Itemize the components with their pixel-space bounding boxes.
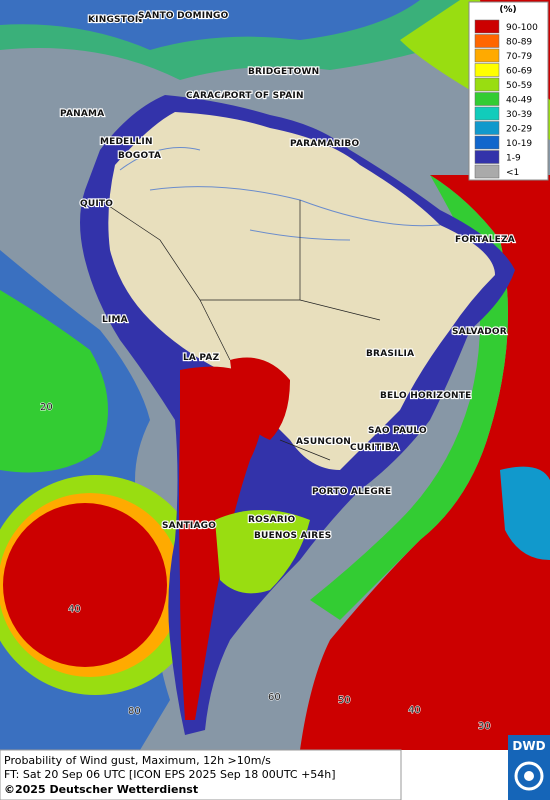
city-label: ASUNCION bbox=[296, 437, 351, 447]
legend-swatch bbox=[474, 121, 500, 135]
city-label: PORTO ALEGRE bbox=[312, 487, 391, 497]
city-label: PORT OF SPAIN bbox=[224, 91, 304, 101]
legend-swatch bbox=[474, 19, 500, 34]
city-label: SAO PAULO bbox=[368, 426, 427, 436]
city-label: SANTO DOMINGO bbox=[138, 11, 229, 21]
legend-label: 70-79 bbox=[506, 52, 532, 62]
legend-swatch bbox=[474, 106, 500, 121]
graticule-label: 50 bbox=[338, 695, 351, 706]
logo-icon bbox=[524, 771, 534, 781]
city-label: CURITIBA bbox=[350, 443, 399, 453]
city-label: SANTIAGO bbox=[162, 521, 216, 531]
legend-label: <1 bbox=[506, 168, 519, 178]
legend-label: 1-9 bbox=[506, 154, 521, 164]
city-label: LA PAZ bbox=[183, 353, 220, 363]
continent bbox=[80, 95, 515, 735]
probability-field bbox=[0, 0, 550, 750]
city-label: BRIDGETOWN bbox=[248, 67, 319, 77]
legend-swatch bbox=[474, 150, 500, 164]
footer-line: ©2025 Deutscher Wetterdienst bbox=[4, 783, 198, 796]
legend-label: 40-49 bbox=[506, 96, 532, 106]
legend-swatch bbox=[474, 164, 500, 179]
legend-label: 90-100 bbox=[506, 23, 538, 33]
logo: DWD bbox=[512, 739, 545, 753]
legend-swatch bbox=[474, 34, 500, 48]
legend-label: 10-19 bbox=[506, 139, 532, 149]
logo-icon bbox=[514, 761, 544, 791]
legend-title: (%) bbox=[499, 5, 516, 15]
legend-swatch bbox=[474, 77, 500, 92]
city-label: LIMA bbox=[102, 315, 128, 325]
city-label: BUENOS AIRES bbox=[254, 531, 331, 541]
graticule-label: 80 bbox=[128, 706, 141, 717]
graticule-label: 30 bbox=[478, 721, 491, 732]
city-label: PARAMARIBO bbox=[290, 139, 359, 149]
legend-swatch bbox=[474, 63, 500, 77]
graticule-label: 40 bbox=[68, 604, 81, 615]
graticule-labels: 20 40 80 60 50 40 30 bbox=[40, 402, 492, 733]
city-label: MEDELLIN bbox=[100, 137, 153, 147]
footer-line: Probability of Wind gust, Maximum, 12h >… bbox=[4, 754, 271, 767]
city-label: BELO HORIZONTE bbox=[380, 391, 471, 401]
city-label: SALVADOR bbox=[452, 327, 507, 337]
city-label: BOGOTA bbox=[118, 151, 161, 161]
city-label: PANAMA bbox=[60, 109, 104, 119]
legend-label: 20-29 bbox=[506, 125, 532, 135]
legend: (%) 90-100 80-89 70-79 60-69 50-59 40-49 30-39… bbox=[468, 1, 549, 181]
graticule-label: 40 bbox=[408, 705, 421, 716]
legend-swatch bbox=[474, 92, 500, 106]
city-label: KINGSTON bbox=[88, 15, 143, 25]
legend-label: 30-39 bbox=[506, 110, 532, 120]
legend-label: 60-69 bbox=[506, 67, 532, 77]
graticule-label: 20 bbox=[40, 402, 53, 413]
city-label: BRASILIA bbox=[366, 349, 414, 359]
city-label: CARACAS bbox=[186, 91, 235, 101]
city-label: QUITO bbox=[80, 199, 113, 209]
footer-line: FT: Sat 20 Sep 06 UTC [ICON EPS 2025 Sep… bbox=[4, 768, 336, 781]
legend-label: 80-89 bbox=[506, 38, 532, 48]
city-label: ROSARIO bbox=[248, 515, 296, 525]
footer-box bbox=[0, 749, 402, 800]
legend-swatch bbox=[474, 135, 500, 150]
legend-label: 50-59 bbox=[506, 81, 532, 91]
graticule-label: 60 bbox=[268, 692, 281, 703]
legend-swatch bbox=[474, 48, 500, 63]
city-label: FORTALEZA bbox=[455, 235, 515, 245]
